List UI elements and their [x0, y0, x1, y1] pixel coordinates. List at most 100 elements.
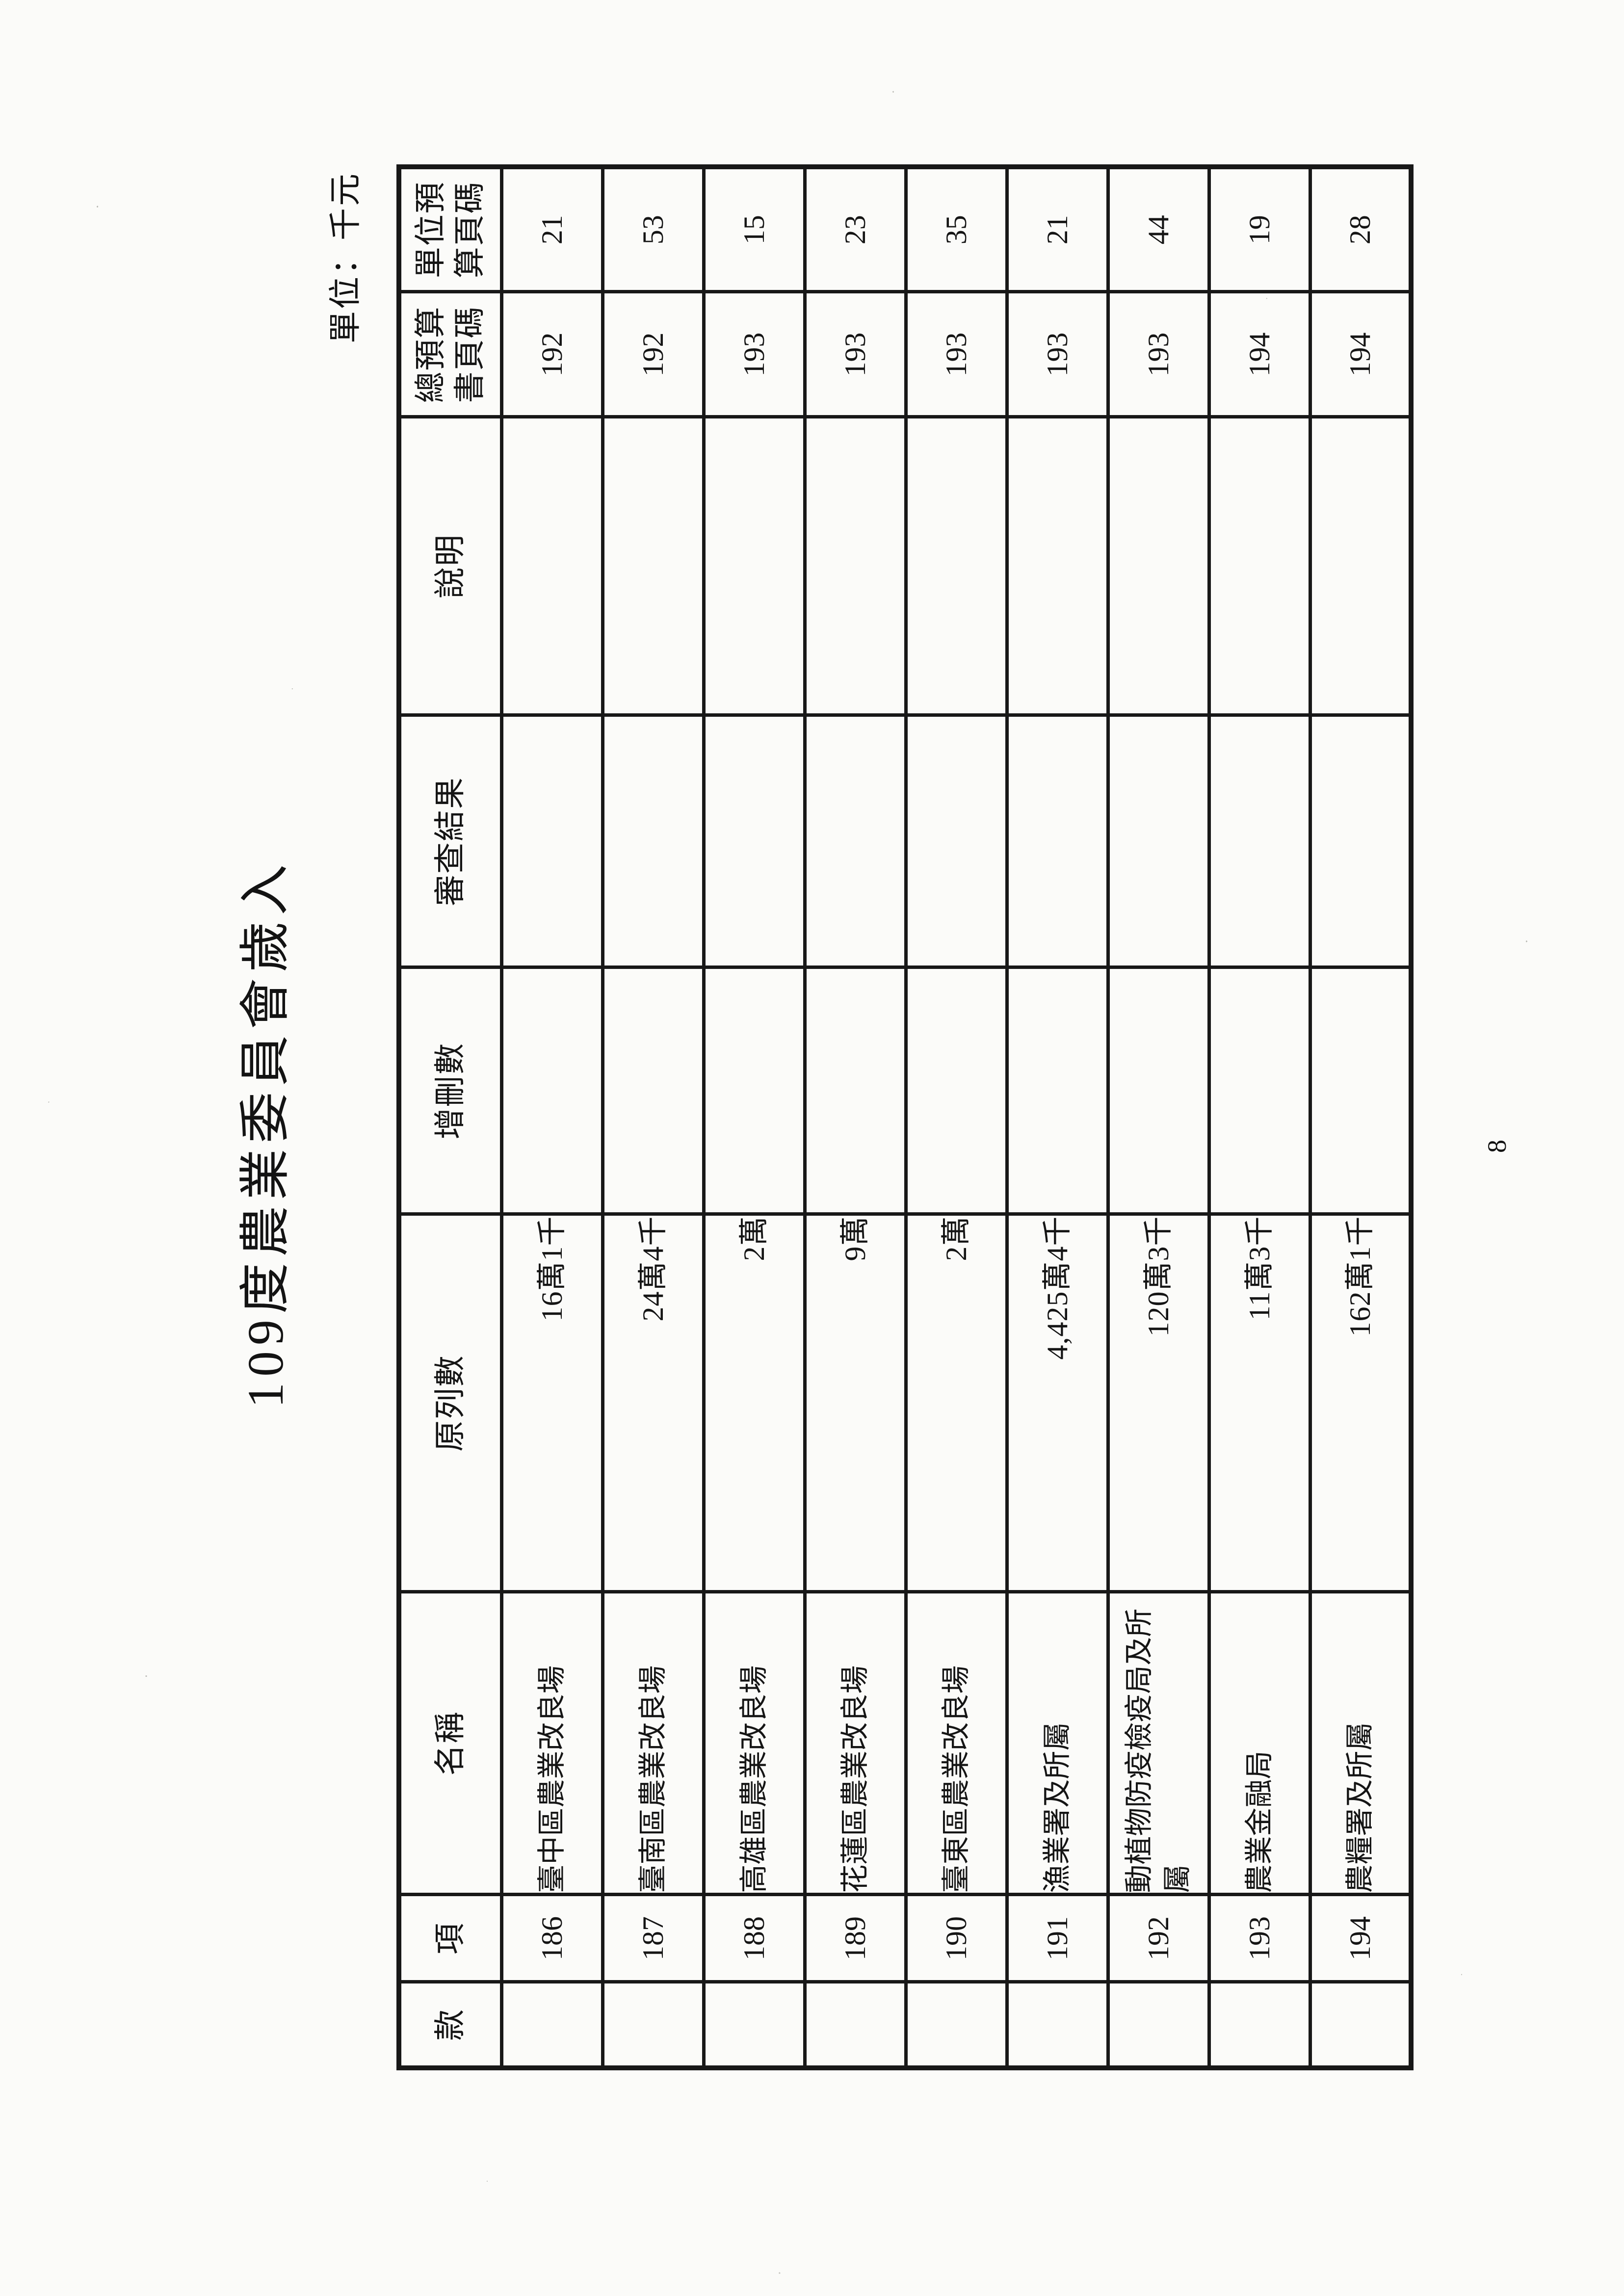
- table-row: 188 高雄區農業改良場 2萬 193 15: [704, 167, 805, 2068]
- table-row: 193 農業金融局 11萬3千 194 19: [1209, 167, 1310, 2068]
- cell-total-budget-page: 192: [602, 292, 704, 417]
- cell-review: [1108, 715, 1209, 967]
- cell-change: [1108, 967, 1209, 1214]
- cell-name: 農業金融局: [1209, 1592, 1310, 1895]
- cell-original: 24萬4千: [602, 1214, 704, 1592]
- table-row: 194 農糧署及所屬 162萬1千 194 28: [1310, 167, 1411, 2068]
- cell-total-budget-page: 194: [1209, 292, 1310, 417]
- table-row: 186 臺中區農業改良場 16萬1千 192 21: [501, 167, 602, 2068]
- header-change: 增刪數: [399, 967, 501, 1214]
- cell-unit-budget-page: 21: [1007, 167, 1108, 292]
- cell-name: 漁業署及所屬: [1007, 1592, 1108, 1895]
- header-unit-budget-page: 單位預算頁碼: [399, 167, 501, 292]
- header-original: 原列數: [399, 1214, 501, 1592]
- cell-total-budget-page: 193: [1007, 292, 1108, 417]
- cell-kuan: [602, 1982, 704, 2068]
- table-row: 192 動植物防疫檢疫局及所屬 120萬3千 193 44: [1108, 167, 1209, 2068]
- cell-kuan: [1209, 1982, 1310, 2068]
- cell-name: 花蓮區農業改良場: [805, 1592, 906, 1895]
- cell-note: [1007, 417, 1108, 715]
- cell-review: [1209, 715, 1310, 967]
- header-total-budget-page: 總預算書頁碼: [399, 292, 501, 417]
- header-name: 名稱: [399, 1592, 501, 1895]
- cell-review: [1310, 715, 1411, 967]
- cell-note: [501, 417, 602, 715]
- cell-name: 高雄區農業改良場: [704, 1592, 805, 1895]
- cell-kuan: [704, 1982, 805, 2068]
- cell-kuan: [1007, 1982, 1108, 2068]
- cell-original: 16萬1千: [501, 1214, 602, 1592]
- cell-hsiang: 187: [602, 1895, 704, 1982]
- cell-note: [906, 417, 1007, 715]
- cell-change: [1007, 967, 1108, 1214]
- cell-hsiang: 193: [1209, 1895, 1310, 1982]
- cell-original: 9萬: [805, 1214, 906, 1592]
- header-note: 說明: [399, 417, 501, 715]
- cell-note: [805, 417, 906, 715]
- cell-unit-budget-page: 19: [1209, 167, 1310, 292]
- cell-review: [1007, 715, 1108, 967]
- cell-review: [501, 715, 602, 967]
- cell-hsiang: 190: [906, 1895, 1007, 1982]
- cell-review: [602, 715, 704, 967]
- cell-hsiang: 186: [501, 1895, 602, 1982]
- cell-review: [805, 715, 906, 967]
- cell-total-budget-page: 194: [1310, 292, 1411, 417]
- page-number: 8: [1482, 1140, 1512, 1153]
- cell-note: [704, 417, 805, 715]
- cell-original: 120萬3千: [1108, 1214, 1209, 1592]
- cell-hsiang: 188: [704, 1895, 805, 1982]
- cell-hsiang: 191: [1007, 1895, 1108, 1982]
- cell-change: [704, 967, 805, 1214]
- cell-change: [501, 967, 602, 1214]
- cell-change: [602, 967, 704, 1214]
- cell-note: [1108, 417, 1209, 715]
- cell-unit-budget-page: 23: [805, 167, 906, 292]
- table-row: 191 漁業署及所屬 4,425萬4千 193 21: [1007, 167, 1108, 2068]
- cell-kuan: [501, 1982, 602, 2068]
- cell-hsiang: 194: [1310, 1895, 1411, 1982]
- cell-kuan: [1108, 1982, 1209, 2068]
- cell-name: 動植物防疫檢疫局及所屬: [1108, 1592, 1209, 1895]
- cell-hsiang: 192: [1108, 1895, 1209, 1982]
- budget-table: 款 項 名稱 原列數 增刪數 審查結果 說明 總預算書頁碼 單位預算頁碼 186…: [396, 164, 1414, 2070]
- cell-name: 臺東區農業改良場: [906, 1592, 1007, 1895]
- cell-kuan: [1310, 1982, 1411, 2068]
- cell-original: 2萬: [704, 1214, 805, 1592]
- cell-change: [805, 967, 906, 1214]
- header-hsiang: 項: [399, 1895, 501, 1982]
- cell-unit-budget-page: 21: [501, 167, 602, 292]
- cell-hsiang: 189: [805, 1895, 906, 1982]
- page-title: 109度農業委員會歲入: [237, 858, 294, 1408]
- unit-label: 單位：千元: [328, 172, 364, 343]
- header-review: 審查結果: [399, 715, 501, 967]
- header-kuan: 款: [399, 1982, 501, 2068]
- cell-review: [906, 715, 1007, 967]
- cell-total-budget-page: 192: [501, 292, 602, 417]
- cell-original: 11萬3千: [1209, 1214, 1310, 1592]
- cell-change: [1310, 967, 1411, 1214]
- cell-total-budget-page: 193: [805, 292, 906, 417]
- cell-unit-budget-page: 53: [602, 167, 704, 292]
- cell-change: [1209, 967, 1310, 1214]
- table-row: 190 臺東區農業改良場 2萬 193 35: [906, 167, 1007, 2068]
- cell-review: [704, 715, 805, 967]
- cell-total-budget-page: 193: [1108, 292, 1209, 417]
- cell-total-budget-page: 193: [704, 292, 805, 417]
- cell-kuan: [906, 1982, 1007, 2068]
- cell-unit-budget-page: 28: [1310, 167, 1411, 292]
- cell-unit-budget-page: 15: [704, 167, 805, 292]
- cell-note: [1209, 417, 1310, 715]
- cell-original: 4,425萬4千: [1007, 1214, 1108, 1592]
- cell-name: 臺中區農業改良場: [501, 1592, 602, 1895]
- table-row: 189 花蓮區農業改良場 9萬 193 23: [805, 167, 906, 2068]
- cell-name: 臺南區農業改良場: [602, 1592, 704, 1895]
- cell-note: [602, 417, 704, 715]
- cell-original: 162萬1千: [1310, 1214, 1411, 1592]
- table-row: 187 臺南區農業改良場 24萬4千 192 53: [602, 167, 704, 2068]
- header-row: 款 項 名稱 原列數 增刪數 審查結果 說明 總預算書頁碼 單位預算頁碼: [399, 167, 501, 2068]
- cell-change: [906, 967, 1007, 1214]
- cell-note: [1310, 417, 1411, 715]
